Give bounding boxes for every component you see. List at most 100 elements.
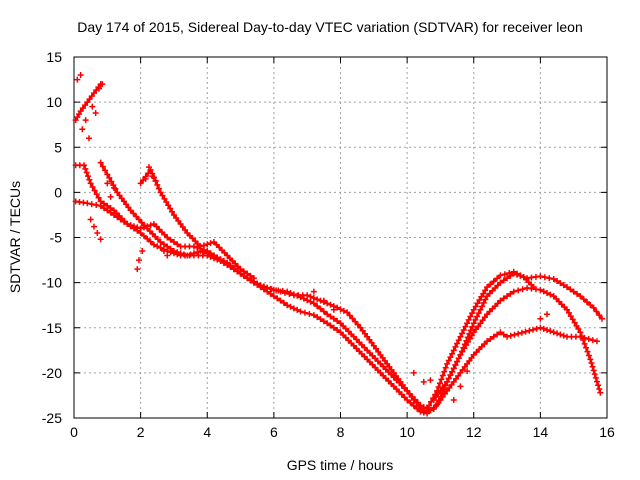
data-point	[507, 332, 514, 339]
data-point	[438, 376, 445, 383]
data-point	[500, 295, 507, 302]
data-point	[77, 108, 84, 115]
data-point	[310, 294, 317, 301]
data-point	[530, 284, 537, 291]
data-point	[99, 163, 106, 170]
data-point	[444, 360, 451, 367]
scatter-point	[457, 383, 464, 390]
data-point	[127, 222, 134, 229]
data-point	[500, 277, 507, 284]
data-point	[507, 272, 514, 279]
data-point	[477, 306, 484, 313]
data-point	[461, 363, 468, 370]
data-point	[72, 117, 79, 124]
data-point	[575, 326, 582, 333]
scatter-point	[427, 377, 434, 384]
chart-title: Day 174 of 2015, Sidereal Day-to-day VTE…	[77, 19, 583, 35]
data-point	[207, 240, 214, 247]
data-point	[595, 382, 602, 389]
data-point	[599, 315, 606, 322]
data-point	[494, 275, 501, 282]
data-point	[107, 205, 114, 212]
data-point	[537, 324, 544, 331]
data-point	[164, 234, 171, 241]
data-point	[250, 275, 257, 282]
data-point	[426, 402, 433, 409]
x-tick-label: 14	[533, 424, 549, 440]
data-point	[436, 380, 443, 387]
data-point	[466, 330, 473, 337]
data-point	[104, 202, 111, 209]
data-point	[90, 90, 97, 97]
data-point	[584, 348, 591, 355]
y-axis-label: SDTVAR / TECUs	[7, 181, 23, 293]
data-point	[244, 270, 251, 277]
data-point	[500, 331, 507, 338]
data-point	[127, 207, 134, 214]
data-point	[144, 235, 151, 242]
scatter-point	[450, 396, 457, 403]
scatter-point	[90, 223, 97, 230]
data-point	[87, 180, 94, 187]
data-point	[214, 254, 221, 261]
data-point	[82, 102, 89, 109]
data-point	[170, 248, 177, 255]
y-tick-label: 15	[46, 49, 62, 65]
data-point	[100, 200, 107, 207]
data-point	[83, 169, 90, 176]
scatter-point	[97, 236, 104, 243]
data-point	[130, 223, 137, 230]
data-point	[459, 330, 466, 337]
data-point	[227, 262, 234, 269]
data-point	[448, 381, 455, 388]
data-point	[304, 292, 311, 299]
data-point	[526, 327, 533, 334]
data-point	[550, 329, 557, 336]
data-point	[468, 354, 475, 361]
data-point	[479, 303, 486, 310]
data-point	[461, 341, 468, 348]
data-point	[424, 407, 431, 414]
data-point	[161, 195, 168, 202]
data-point	[368, 339, 375, 346]
data-point	[361, 330, 368, 337]
data-point	[497, 297, 504, 304]
data-point	[476, 297, 483, 304]
y-tick-label: -25	[42, 410, 62, 426]
data-point	[273, 287, 280, 294]
data-point	[337, 306, 344, 313]
data-point	[540, 325, 547, 332]
data-point	[484, 284, 491, 291]
data-point	[357, 324, 364, 331]
data-point	[344, 309, 351, 316]
data-point	[445, 357, 452, 364]
data-point	[446, 384, 453, 391]
data-point	[277, 297, 284, 304]
data-point	[596, 312, 603, 319]
data-point	[138, 219, 145, 226]
data-point	[463, 337, 470, 344]
scatter-point	[135, 257, 142, 264]
data-point	[571, 319, 578, 326]
data-point	[370, 342, 377, 349]
data-point	[164, 243, 171, 250]
data-point	[583, 344, 590, 351]
data-point	[314, 314, 321, 321]
data-point	[314, 303, 321, 310]
data-point	[554, 278, 561, 285]
data-point	[327, 301, 334, 308]
data-point	[537, 273, 544, 280]
data-point	[497, 272, 504, 279]
data-point	[522, 328, 529, 335]
data-point	[381, 357, 388, 364]
data-point	[137, 225, 144, 232]
data-point	[317, 316, 324, 323]
data-point	[167, 236, 174, 243]
data-point	[454, 340, 461, 347]
data-point	[439, 384, 446, 391]
data-point	[474, 300, 481, 307]
data-point	[437, 396, 444, 403]
data-markers	[72, 72, 606, 417]
data-point	[533, 325, 540, 332]
data-point	[589, 363, 596, 370]
